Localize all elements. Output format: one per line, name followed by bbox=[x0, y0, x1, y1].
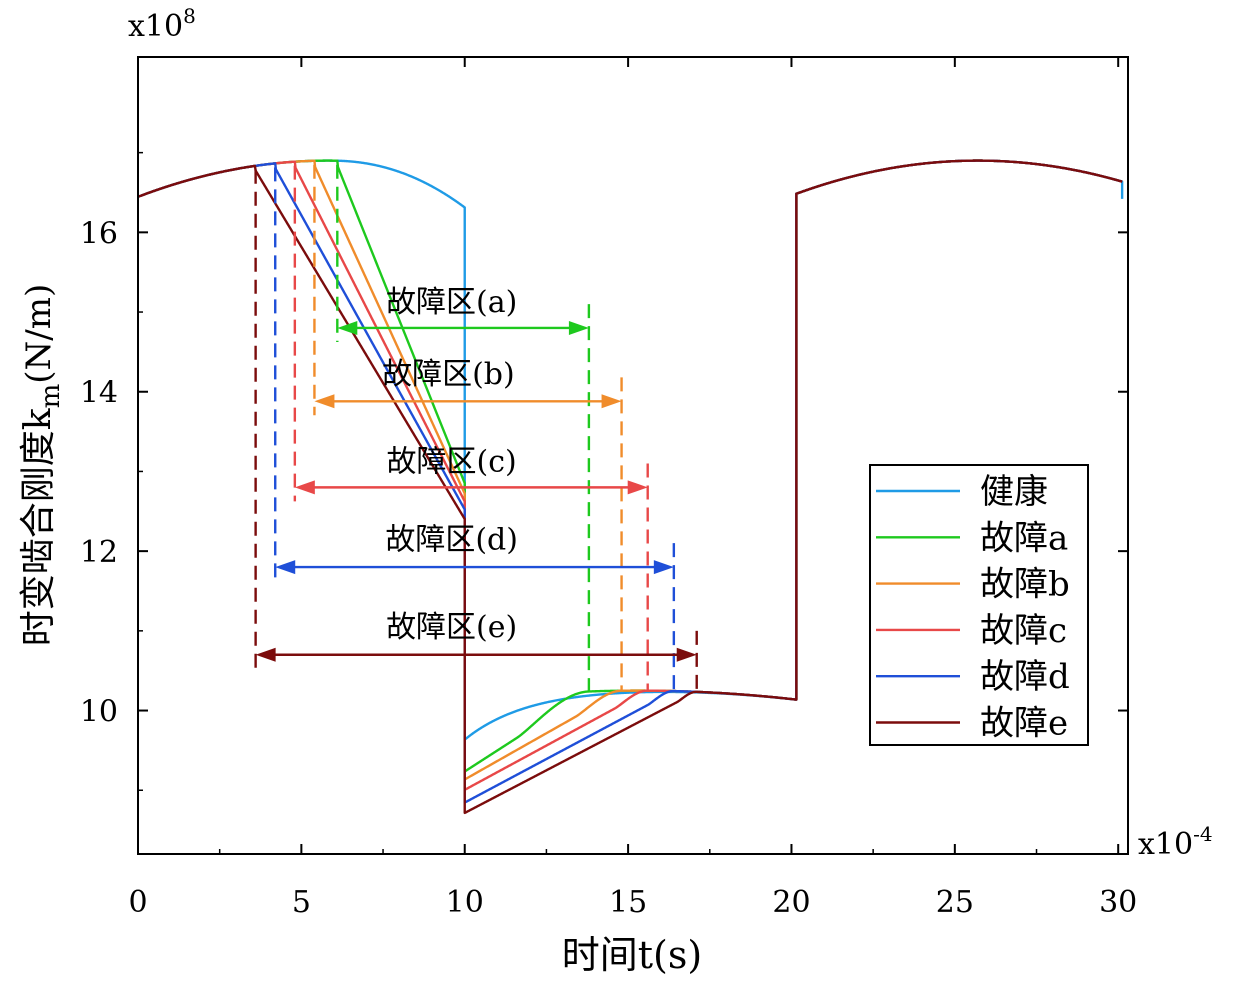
y-multiplier-label: x108 bbox=[128, 4, 196, 44]
arrow-head-right bbox=[601, 394, 622, 409]
legend-label: 故障d bbox=[980, 657, 1070, 697]
arrow-head-right bbox=[676, 647, 697, 662]
arrow-head-left bbox=[275, 560, 296, 575]
fault-zone-label: 故障区(d) bbox=[385, 523, 518, 558]
x-tick-label: 0 bbox=[128, 885, 147, 920]
arrow-head-right bbox=[568, 320, 589, 335]
legend-label: 故障c bbox=[980, 611, 1067, 651]
annotation-group: 故障区(a) 故障区(b) 故障区(c) 故障区(d) 故障区(e) bbox=[254, 164, 698, 692]
y-tick-label: 16 bbox=[80, 216, 118, 251]
series-line-6 bbox=[137, 159, 1123, 815]
y-tick-label: 10 bbox=[80, 695, 118, 730]
x-tick-label: 30 bbox=[1099, 885, 1137, 920]
x-tick-label: 25 bbox=[936, 885, 974, 920]
arrow-head-left bbox=[314, 394, 335, 409]
arrow-head-left bbox=[337, 320, 358, 335]
axes-group: 0 5 10 15 20 25 30 10 12 14 16 bbox=[80, 56, 1137, 920]
x-multiplier-label: x10-4 bbox=[1138, 822, 1213, 862]
x-tick-label: 5 bbox=[292, 885, 311, 920]
y-tick-label: 14 bbox=[80, 376, 118, 411]
legend-label: 健康 bbox=[980, 472, 1048, 512]
legend-label: 故障e bbox=[980, 704, 1068, 744]
x-tick-label: 10 bbox=[446, 885, 484, 920]
arrow-head-right bbox=[627, 480, 648, 495]
fault-zone-label: 故障区(a) bbox=[386, 285, 517, 320]
arrow-head-right bbox=[653, 560, 674, 575]
arrow-head-left bbox=[255, 647, 276, 662]
legend-label: 故障b bbox=[980, 565, 1070, 605]
legend-box bbox=[869, 464, 1089, 746]
y-tick-label: 12 bbox=[80, 535, 118, 570]
series-group bbox=[137, 159, 1124, 815]
x-axis-label: 时间t(s) bbox=[562, 933, 702, 977]
plot-frame bbox=[137, 56, 1129, 855]
x-tick-label: 20 bbox=[772, 885, 810, 920]
legend-label: 故障a bbox=[980, 518, 1068, 558]
fault-zone-label: 故障区(c) bbox=[387, 444, 517, 479]
fault-zone-label: 故障区(b) bbox=[382, 357, 515, 392]
x-tick-label: 15 bbox=[609, 885, 647, 920]
arrow-head-left bbox=[294, 480, 315, 495]
fault-zone-label: 故障区(e) bbox=[386, 610, 517, 645]
y-axis-label: 时变啮合刚度km(N/m) bbox=[18, 284, 66, 646]
